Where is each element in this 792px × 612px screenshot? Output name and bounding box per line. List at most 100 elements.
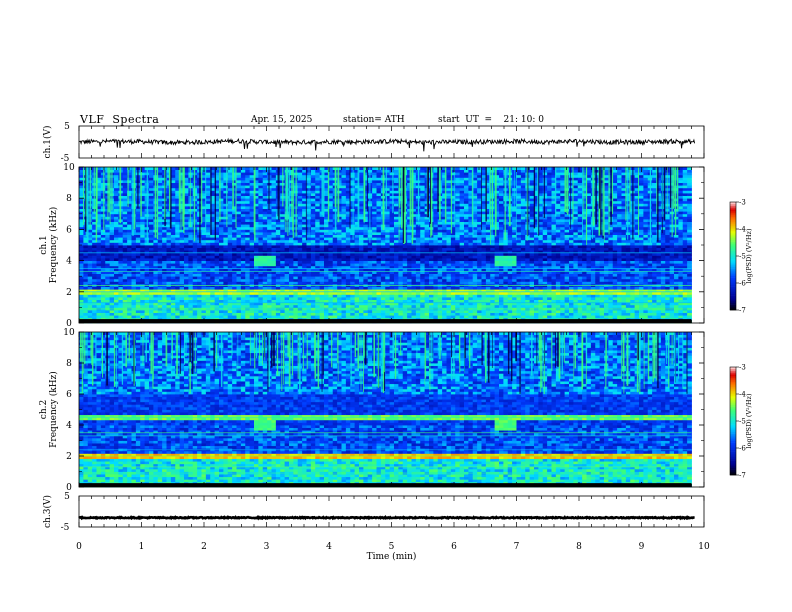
spectrogram-cell — [415, 291, 421, 295]
spectrogram-cell — [306, 265, 312, 269]
spectrogram-cell — [184, 180, 189, 183]
spectrogram-cell — [131, 237, 137, 241]
spectrogram-cell — [240, 232, 246, 235]
spectrogram-cell — [407, 208, 412, 212]
spectrogram-cell — [271, 273, 277, 277]
spectrogram-cell — [258, 250, 264, 254]
spectrogram-cell — [363, 252, 369, 256]
spectrogram-cell — [87, 229, 93, 233]
spectrogram-cell — [118, 299, 124, 303]
spectrogram-cell — [310, 190, 316, 194]
spectrogram-cell — [92, 255, 97, 259]
spectrogram-cell — [267, 265, 272, 269]
spectrogram-cell — [402, 294, 408, 298]
spectrogram-cell — [402, 310, 408, 313]
spectrogram-cell — [114, 315, 119, 319]
spectrogram-cell — [192, 190, 198, 194]
spectrogram-cell — [140, 265, 146, 269]
spectrogram-cell — [271, 198, 277, 202]
spectrogram-cell — [275, 232, 281, 235]
spectrogram-cell — [149, 242, 154, 246]
spectrogram-cell — [135, 224, 141, 228]
spectrogram-cell — [157, 216, 163, 220]
spectrogram-cell — [236, 250, 242, 254]
spectrogram-cell — [192, 187, 198, 191]
spectrogram-cell — [328, 200, 334, 204]
spectrogram-cell — [201, 278, 207, 282]
spectrogram-cell — [157, 167, 163, 170]
spectrogram-cell — [227, 237, 233, 241]
spectrogram-cell — [188, 234, 194, 238]
spectrogram-cell — [302, 221, 307, 225]
spectrogram-cell — [87, 297, 93, 300]
spectrogram-cell — [205, 237, 211, 241]
spectrogram-cell — [258, 273, 264, 277]
spectrogram-cell — [262, 265, 268, 269]
spectrogram-cell — [363, 255, 369, 259]
spectrogram-cell — [359, 278, 364, 282]
spectrogram-cell — [135, 245, 141, 248]
spectrogram-cell — [127, 310, 132, 313]
spectrogram-cell — [135, 273, 141, 277]
spectrogram-cell — [170, 294, 176, 298]
spectrogram-cell — [280, 229, 286, 233]
spectrogram-cell — [240, 255, 246, 259]
spectrogram-cell — [402, 245, 408, 248]
spectrogram-cell — [350, 247, 356, 251]
spectrogram-cell — [179, 289, 185, 293]
spectrogram-cell — [179, 247, 185, 251]
spectrogram-cell — [227, 182, 233, 186]
spectrogram-cell — [210, 258, 216, 261]
spectrogram-cell — [96, 312, 102, 316]
spectrogram-cell — [394, 304, 399, 308]
spectrogram-cell — [341, 193, 347, 196]
spectrogram-cell — [345, 299, 351, 303]
spectrogram-cell — [302, 265, 307, 269]
spectrogram-cell — [411, 260, 417, 264]
spectrogram-cell — [389, 312, 395, 316]
spectrogram-cell — [424, 302, 430, 306]
spectrogram-cell — [394, 245, 399, 248]
spectrogram-cell — [153, 268, 159, 272]
spectrogram-cell — [254, 258, 259, 261]
spectrogram-cell — [240, 208, 246, 212]
spectrogram-cell — [205, 315, 211, 319]
spectrogram-cell — [433, 268, 439, 272]
spectrogram-cell — [262, 255, 268, 259]
spectrogram-cell — [236, 312, 242, 316]
spectrogram-cell — [372, 200, 377, 204]
spectrogram-cell — [407, 239, 412, 243]
spectrogram-cell — [149, 206, 154, 209]
spectrogram-cell — [214, 195, 220, 199]
spectrogram-cell — [297, 268, 303, 272]
spectrogram-cell — [205, 216, 211, 220]
spectrogram-cell — [420, 247, 426, 251]
spectrogram-cell — [109, 250, 115, 254]
spectrogram-cell — [407, 180, 412, 183]
spectrogram-cell — [372, 180, 377, 183]
spectrogram-cell — [354, 260, 360, 264]
spectrogram-cell — [114, 219, 119, 222]
spectrogram-cell — [105, 226, 111, 230]
spectrogram-cell — [284, 297, 290, 300]
spectrogram-cell — [210, 273, 216, 277]
spectrogram-cell — [350, 297, 356, 300]
spectrogram-cell — [166, 216, 172, 220]
spectrogram-cell — [420, 211, 426, 215]
spectrogram-cell — [122, 294, 128, 298]
spectrogram-cell — [372, 294, 377, 298]
spectrogram-cell — [254, 268, 259, 272]
spectrogram-cell — [376, 242, 382, 246]
spectrogram-cell — [310, 200, 316, 204]
spectrogram-cell — [258, 221, 264, 225]
spectrogram-cell — [359, 302, 364, 306]
spectrogram-cell — [337, 190, 342, 194]
spectrogram-cell — [135, 213, 141, 217]
spectrogram-cell — [184, 242, 189, 246]
spectrogram-cell — [100, 234, 106, 238]
spectrogram-cell — [140, 177, 146, 181]
spectrogram-cell — [249, 190, 255, 194]
spectrogram-cell — [394, 258, 399, 261]
spectrogram-cell — [227, 255, 233, 259]
spectrogram-cell — [341, 169, 347, 173]
